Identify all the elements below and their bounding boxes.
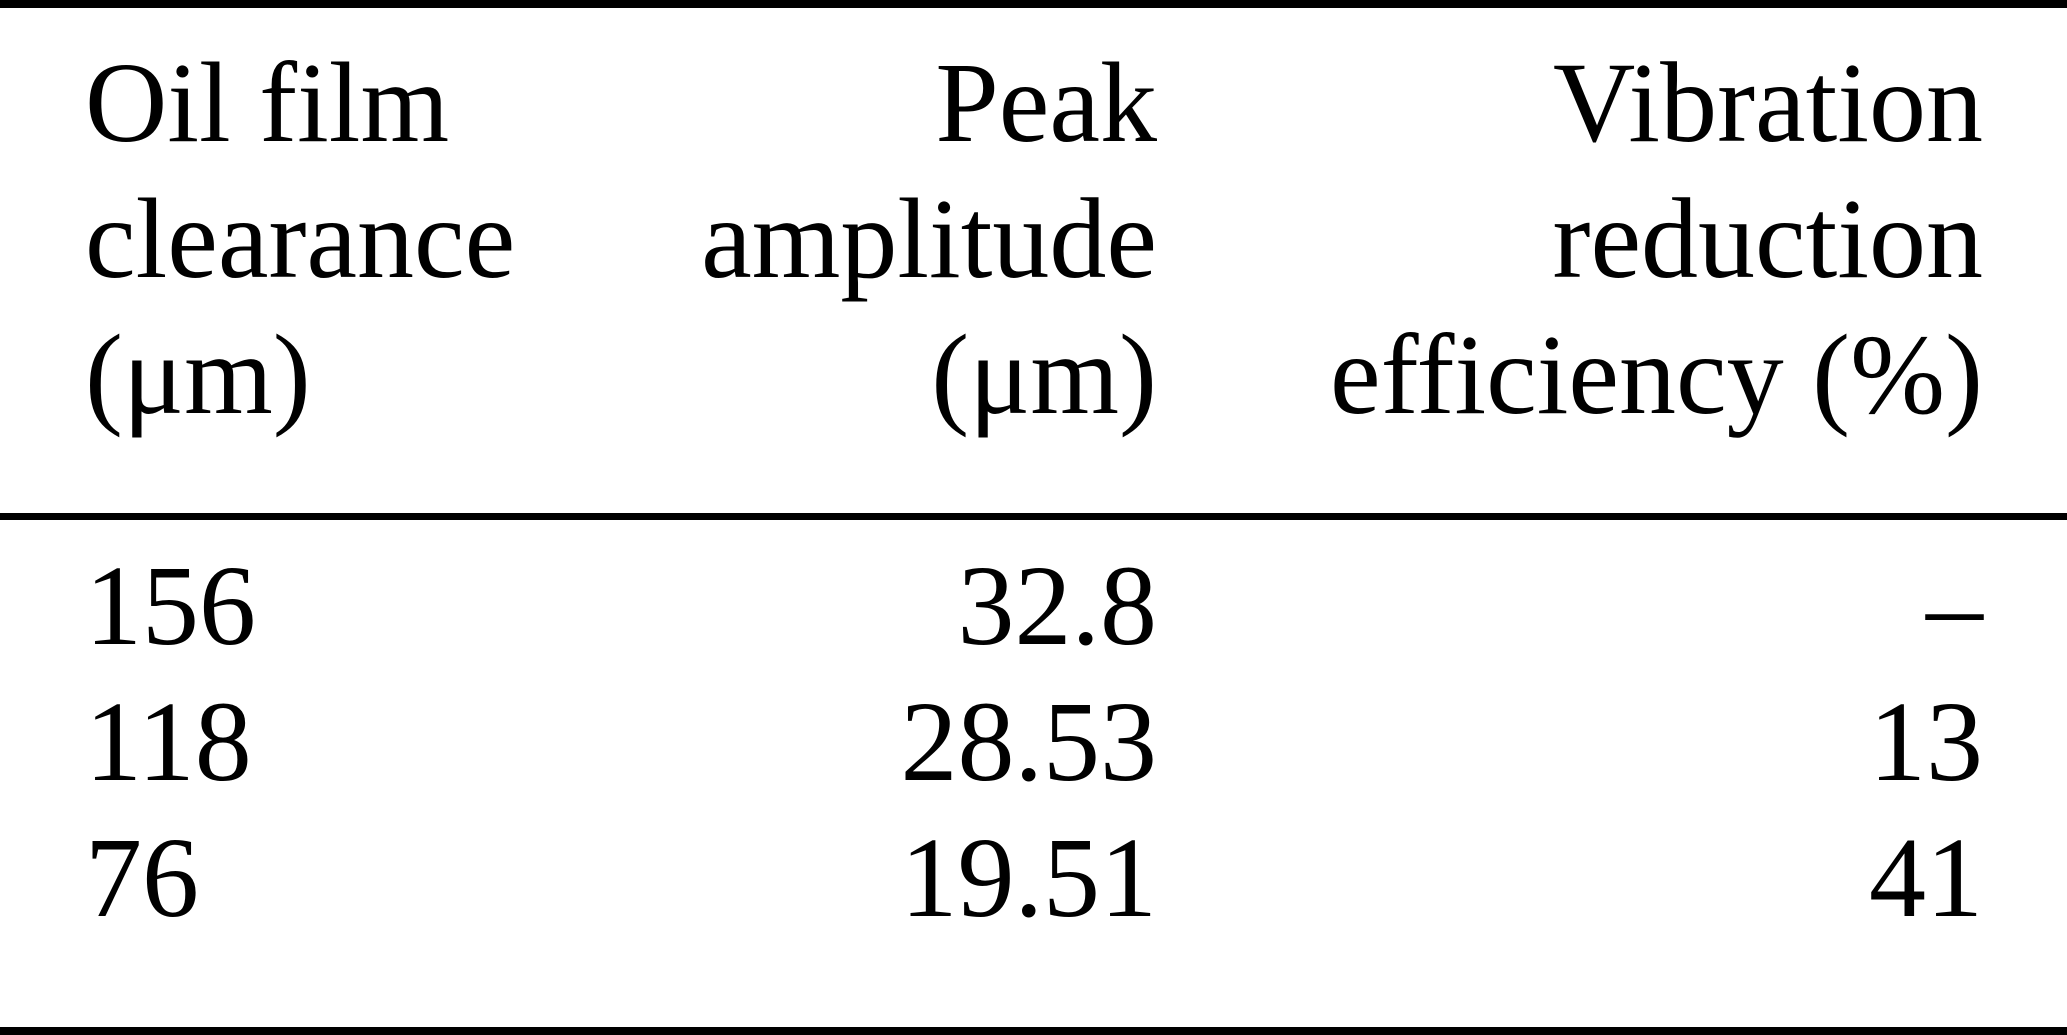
header-line: (μm) [931,311,1157,438]
cell-oil-film-clearance: 156 [85,542,256,669]
cell-peak-amplitude: 28.53 [900,678,1158,805]
table-bottom-rule [0,1027,2067,1035]
table-top-rule [0,0,2067,8]
cell-peak-amplitude: 19.51 [900,814,1158,941]
header-line: reduction [1552,175,1983,302]
header-line: Vibration [1552,39,1983,166]
header-line: clearance [85,175,516,302]
header-cell-oil-film-clearance: Oil film clearance (μm) [85,35,585,443]
table-header-rule [0,513,2067,520]
header-cell-peak-amplitude: Peak amplitude (μm) [585,35,1157,443]
cell-vibration-reduction-efficiency: 13 [1869,678,1983,805]
header-line: efficiency (%) [1330,311,1983,438]
header-cell-vibration-reduction-efficiency: Vibration reduction efficiency (%) [1157,35,1983,443]
table-header-row: Oil film clearance (μm) Peak amplitude (… [85,35,1983,443]
table-body: 156 32.8 – 118 28.53 13 76 19.51 41 [85,538,1983,946]
cell-vibration-reduction-efficiency: – [1926,542,1983,669]
cell-oil-film-clearance: 76 [85,814,199,941]
header-line: Peak [935,39,1157,166]
cell-oil-film-clearance: 118 [85,678,252,805]
header-line: amplitude [701,175,1157,302]
cell-vibration-reduction-efficiency: 41 [1869,814,1983,941]
header-line: (μm) [85,311,311,438]
header-line: Oil film [85,39,450,166]
cell-peak-amplitude: 32.8 [957,542,1158,669]
